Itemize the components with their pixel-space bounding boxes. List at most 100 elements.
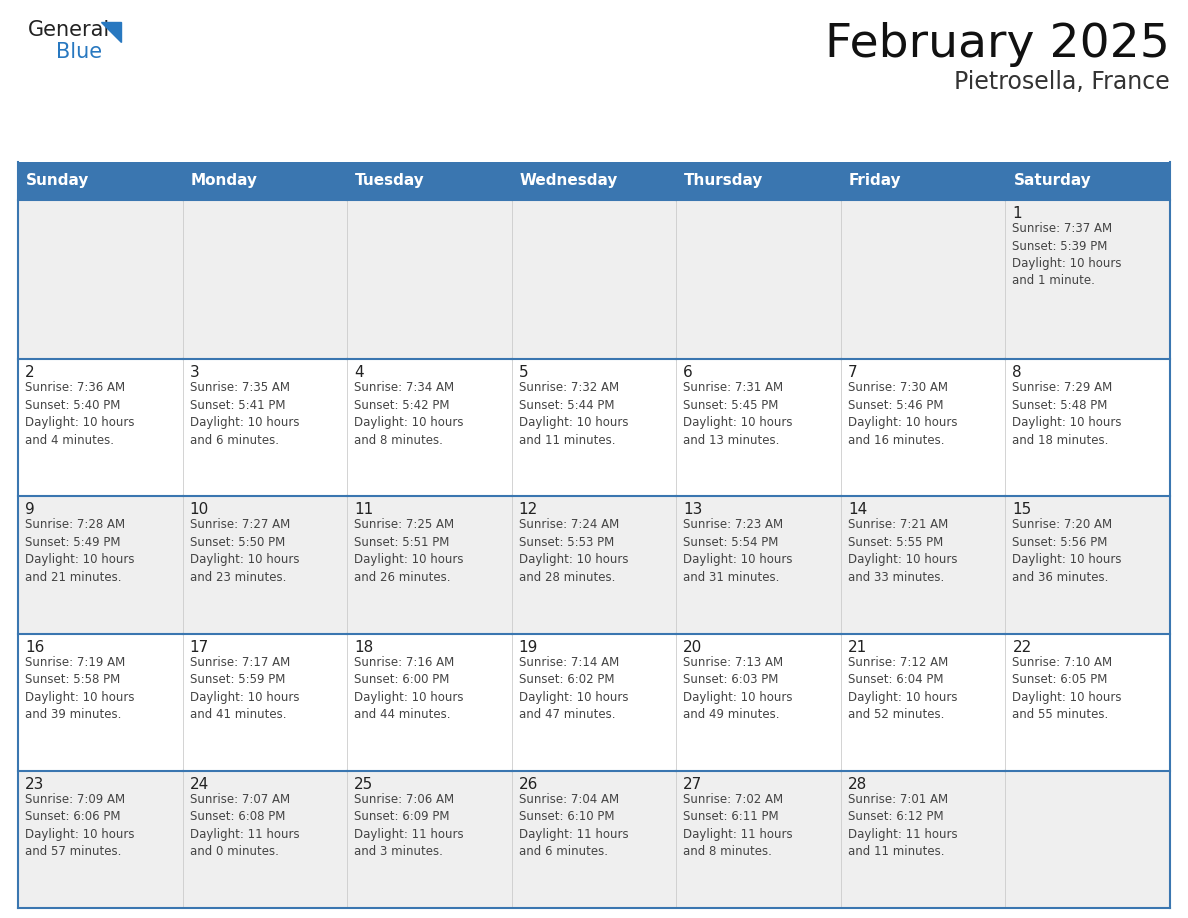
Bar [347, 200, 512, 359]
Text: Blue: Blue [56, 42, 102, 62]
Bar [512, 359, 676, 497]
Text: Sunrise: 7:31 AM
Sunset: 5:45 PM
Daylight: 10 hours
and 13 minutes.: Sunrise: 7:31 AM Sunset: 5:45 PM Dayligh… [683, 381, 792, 447]
Bar [841, 359, 1005, 497]
Bar [841, 771, 1005, 908]
Bar [18, 633, 183, 771]
Bar [18, 200, 183, 359]
Bar [841, 200, 1005, 359]
Bar [841, 162, 1005, 200]
Text: 4: 4 [354, 365, 364, 380]
Text: 14: 14 [848, 502, 867, 518]
Text: 7: 7 [848, 365, 858, 380]
Text: Sunday: Sunday [26, 174, 89, 188]
Text: 18: 18 [354, 640, 373, 655]
Text: 10: 10 [190, 502, 209, 518]
Text: Sunrise: 7:13 AM
Sunset: 6:03 PM
Daylight: 10 hours
and 49 minutes.: Sunrise: 7:13 AM Sunset: 6:03 PM Dayligh… [683, 655, 792, 722]
Text: 9: 9 [25, 502, 34, 518]
Bar [676, 359, 841, 497]
Text: 12: 12 [519, 502, 538, 518]
Text: Sunrise: 7:09 AM
Sunset: 6:06 PM
Daylight: 10 hours
and 57 minutes.: Sunrise: 7:09 AM Sunset: 6:06 PM Dayligh… [25, 793, 134, 858]
Bar [18, 497, 183, 633]
Text: Sunrise: 7:23 AM
Sunset: 5:54 PM
Daylight: 10 hours
and 31 minutes.: Sunrise: 7:23 AM Sunset: 5:54 PM Dayligh… [683, 519, 792, 584]
Text: Sunrise: 7:24 AM
Sunset: 5:53 PM
Daylight: 10 hours
and 28 minutes.: Sunrise: 7:24 AM Sunset: 5:53 PM Dayligh… [519, 519, 628, 584]
Text: Sunrise: 7:34 AM
Sunset: 5:42 PM
Daylight: 10 hours
and 8 minutes.: Sunrise: 7:34 AM Sunset: 5:42 PM Dayligh… [354, 381, 463, 447]
Bar [347, 771, 512, 908]
Text: 11: 11 [354, 502, 373, 518]
Text: 13: 13 [683, 502, 702, 518]
Text: Sunrise: 7:14 AM
Sunset: 6:02 PM
Daylight: 10 hours
and 47 minutes.: Sunrise: 7:14 AM Sunset: 6:02 PM Dayligh… [519, 655, 628, 722]
Text: 2: 2 [25, 365, 34, 380]
Bar [512, 200, 676, 359]
Text: 28: 28 [848, 777, 867, 792]
Bar [676, 771, 841, 908]
Bar [183, 359, 347, 497]
Text: Sunrise: 7:20 AM
Sunset: 5:56 PM
Daylight: 10 hours
and 36 minutes.: Sunrise: 7:20 AM Sunset: 5:56 PM Dayligh… [1012, 519, 1121, 584]
Text: 26: 26 [519, 777, 538, 792]
Text: Sunrise: 7:17 AM
Sunset: 5:59 PM
Daylight: 10 hours
and 41 minutes.: Sunrise: 7:17 AM Sunset: 5:59 PM Dayligh… [190, 655, 299, 722]
Text: Sunrise: 7:19 AM
Sunset: 5:58 PM
Daylight: 10 hours
and 39 minutes.: Sunrise: 7:19 AM Sunset: 5:58 PM Dayligh… [25, 655, 134, 722]
Bar [676, 497, 841, 633]
Text: February 2025: February 2025 [826, 22, 1170, 67]
Bar [1005, 359, 1170, 497]
Text: 19: 19 [519, 640, 538, 655]
Text: 17: 17 [190, 640, 209, 655]
Bar [347, 359, 512, 497]
Bar [676, 200, 841, 359]
Bar [183, 771, 347, 908]
Text: Wednesday: Wednesday [519, 174, 618, 188]
Text: Saturday: Saturday [1013, 174, 1092, 188]
Bar [512, 771, 676, 908]
Text: 8: 8 [1012, 365, 1022, 380]
Polygon shape [101, 22, 121, 42]
Bar [1005, 162, 1170, 200]
Text: 24: 24 [190, 777, 209, 792]
Bar [512, 497, 676, 633]
Text: 3: 3 [190, 365, 200, 380]
Bar [1005, 200, 1170, 359]
Bar [18, 359, 183, 497]
Text: Sunrise: 7:35 AM
Sunset: 5:41 PM
Daylight: 10 hours
and 6 minutes.: Sunrise: 7:35 AM Sunset: 5:41 PM Dayligh… [190, 381, 299, 447]
Text: 27: 27 [683, 777, 702, 792]
Bar [841, 497, 1005, 633]
Text: 5: 5 [519, 365, 529, 380]
Bar [183, 633, 347, 771]
Text: Sunrise: 7:36 AM
Sunset: 5:40 PM
Daylight: 10 hours
and 4 minutes.: Sunrise: 7:36 AM Sunset: 5:40 PM Dayligh… [25, 381, 134, 447]
Text: Sunrise: 7:27 AM
Sunset: 5:50 PM
Daylight: 10 hours
and 23 minutes.: Sunrise: 7:27 AM Sunset: 5:50 PM Dayligh… [190, 519, 299, 584]
Bar [347, 162, 512, 200]
Text: 16: 16 [25, 640, 44, 655]
Text: Pietrosella, France: Pietrosella, France [954, 70, 1170, 94]
Text: Sunrise: 7:01 AM
Sunset: 6:12 PM
Daylight: 11 hours
and 11 minutes.: Sunrise: 7:01 AM Sunset: 6:12 PM Dayligh… [848, 793, 958, 858]
Bar [347, 497, 512, 633]
Text: General: General [29, 20, 110, 40]
Bar [18, 162, 183, 200]
Bar [183, 200, 347, 359]
Bar [841, 633, 1005, 771]
Text: 15: 15 [1012, 502, 1031, 518]
Text: Sunrise: 7:28 AM
Sunset: 5:49 PM
Daylight: 10 hours
and 21 minutes.: Sunrise: 7:28 AM Sunset: 5:49 PM Dayligh… [25, 519, 134, 584]
Text: Monday: Monday [190, 174, 258, 188]
Text: Sunrise: 7:10 AM
Sunset: 6:05 PM
Daylight: 10 hours
and 55 minutes.: Sunrise: 7:10 AM Sunset: 6:05 PM Dayligh… [1012, 655, 1121, 722]
Text: Sunrise: 7:16 AM
Sunset: 6:00 PM
Daylight: 10 hours
and 44 minutes.: Sunrise: 7:16 AM Sunset: 6:00 PM Dayligh… [354, 655, 463, 722]
Text: Sunrise: 7:02 AM
Sunset: 6:11 PM
Daylight: 11 hours
and 8 minutes.: Sunrise: 7:02 AM Sunset: 6:11 PM Dayligh… [683, 793, 792, 858]
Text: 22: 22 [1012, 640, 1031, 655]
Text: 6: 6 [683, 365, 693, 380]
Text: Sunrise: 7:32 AM
Sunset: 5:44 PM
Daylight: 10 hours
and 11 minutes.: Sunrise: 7:32 AM Sunset: 5:44 PM Dayligh… [519, 381, 628, 447]
Text: Tuesday: Tuesday [355, 174, 425, 188]
Bar [512, 633, 676, 771]
Bar [183, 497, 347, 633]
Text: Sunrise: 7:25 AM
Sunset: 5:51 PM
Daylight: 10 hours
and 26 minutes.: Sunrise: 7:25 AM Sunset: 5:51 PM Dayligh… [354, 519, 463, 584]
Bar [676, 633, 841, 771]
Text: Sunrise: 7:37 AM
Sunset: 5:39 PM
Daylight: 10 hours
and 1 minute.: Sunrise: 7:37 AM Sunset: 5:39 PM Dayligh… [1012, 222, 1121, 287]
Text: Thursday: Thursday [684, 174, 764, 188]
Text: Sunrise: 7:06 AM
Sunset: 6:09 PM
Daylight: 11 hours
and 3 minutes.: Sunrise: 7:06 AM Sunset: 6:09 PM Dayligh… [354, 793, 463, 858]
Bar [1005, 633, 1170, 771]
Text: Sunrise: 7:07 AM
Sunset: 6:08 PM
Daylight: 11 hours
and 0 minutes.: Sunrise: 7:07 AM Sunset: 6:08 PM Dayligh… [190, 793, 299, 858]
Bar [676, 162, 841, 200]
Text: 23: 23 [25, 777, 44, 792]
Bar [183, 162, 347, 200]
Text: 21: 21 [848, 640, 867, 655]
Text: Sunrise: 7:21 AM
Sunset: 5:55 PM
Daylight: 10 hours
and 33 minutes.: Sunrise: 7:21 AM Sunset: 5:55 PM Dayligh… [848, 519, 958, 584]
Text: Sunrise: 7:29 AM
Sunset: 5:48 PM
Daylight: 10 hours
and 18 minutes.: Sunrise: 7:29 AM Sunset: 5:48 PM Dayligh… [1012, 381, 1121, 447]
Text: 25: 25 [354, 777, 373, 792]
Text: 1: 1 [1012, 206, 1022, 221]
